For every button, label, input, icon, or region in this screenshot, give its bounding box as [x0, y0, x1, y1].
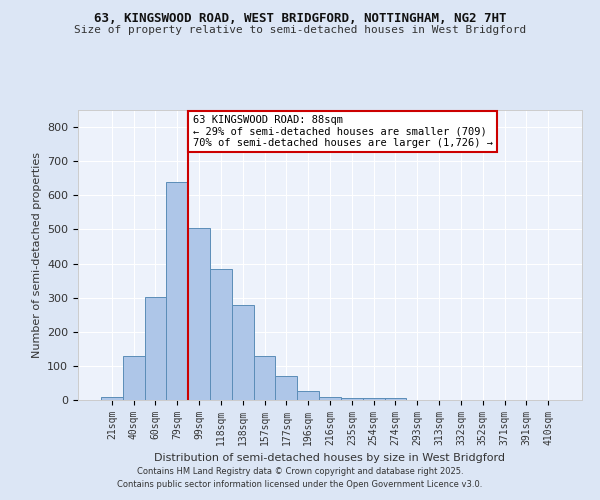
Text: Contains public sector information licensed under the Open Government Licence v3: Contains public sector information licen…: [118, 480, 482, 489]
Bar: [385, 398, 406, 400]
Bar: [210, 270, 232, 400]
Bar: [145, 297, 166, 400]
Bar: [123, 356, 145, 400]
Text: Contains HM Land Registry data © Crown copyright and database right 2025.: Contains HM Land Registry data © Crown c…: [137, 467, 463, 476]
Text: Size of property relative to semi-detached houses in West Bridgford: Size of property relative to semi-detach…: [74, 25, 526, 35]
Bar: [297, 391, 319, 400]
Bar: [254, 356, 275, 400]
Bar: [101, 398, 123, 400]
Bar: [319, 396, 341, 400]
X-axis label: Distribution of semi-detached houses by size in West Bridgford: Distribution of semi-detached houses by …: [155, 454, 505, 464]
Bar: [341, 398, 363, 400]
Text: 63 KINGSWOOD ROAD: 88sqm
← 29% of semi-detached houses are smaller (709)
70% of : 63 KINGSWOOD ROAD: 88sqm ← 29% of semi-d…: [193, 115, 493, 148]
Bar: [188, 228, 210, 400]
Bar: [363, 398, 385, 400]
Bar: [275, 376, 297, 400]
Bar: [232, 305, 254, 400]
Bar: [166, 182, 188, 400]
Y-axis label: Number of semi-detached properties: Number of semi-detached properties: [32, 152, 41, 358]
Text: 63, KINGSWOOD ROAD, WEST BRIDGFORD, NOTTINGHAM, NG2 7HT: 63, KINGSWOOD ROAD, WEST BRIDGFORD, NOTT…: [94, 12, 506, 26]
